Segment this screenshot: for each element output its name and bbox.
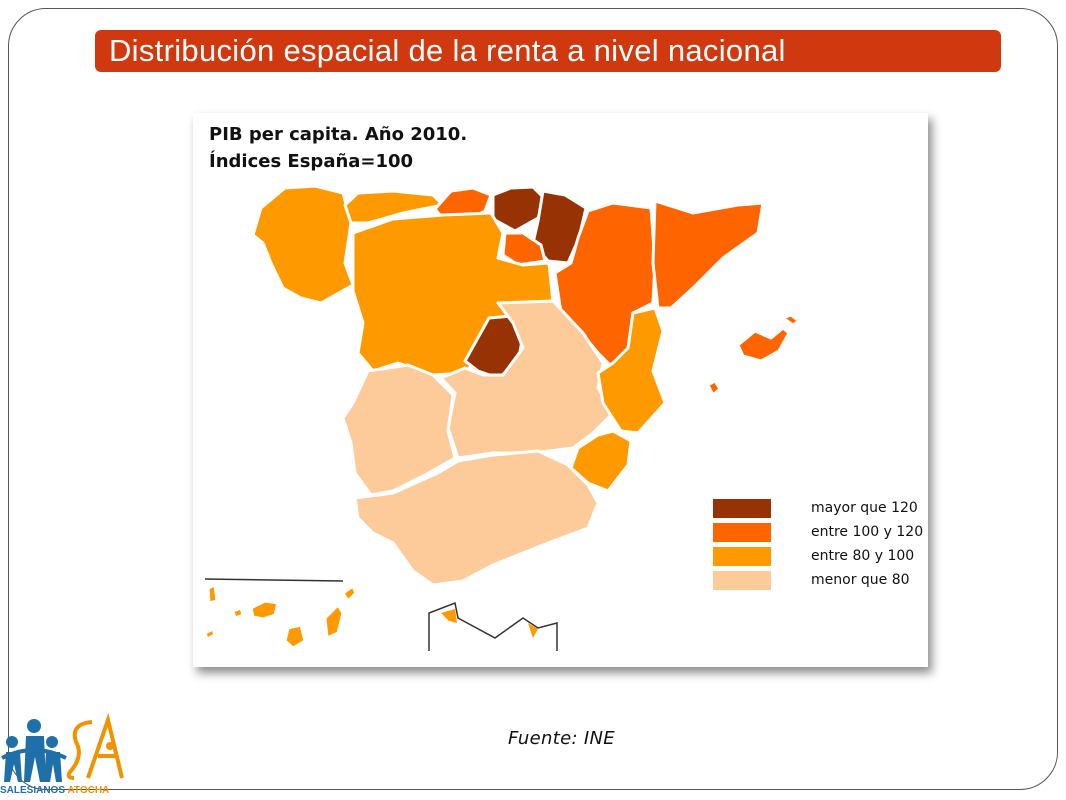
region-canarias-7 <box>231 606 245 620</box>
salesianos-logo <box>1 712 124 782</box>
spain-map <box>203 184 801 651</box>
region-canarias-6 <box>203 627 217 641</box>
logo-text-atocha: ATOCHA <box>67 785 110 796</box>
legend-label: menor que 80 <box>811 572 910 588</box>
region-la-rioja <box>501 231 547 267</box>
logo-text: SALESIANOS ATOCHA <box>0 785 109 796</box>
legend-swatch <box>713 499 771 518</box>
region-canarias-3 <box>283 623 307 650</box>
legend-item: entre 100 y 120 <box>713 522 923 546</box>
region-baleares-menorca <box>781 313 801 327</box>
logo-person-head <box>46 736 58 748</box>
region-baleares <box>736 326 791 363</box>
map-title-line1: PIB per capita. Año 2010. <box>209 124 468 145</box>
legend-swatch <box>713 547 771 566</box>
logo-person-head <box>6 736 18 748</box>
logo-letter-a <box>86 712 124 779</box>
legend-item: entre 80 y 100 <box>713 546 918 570</box>
map-legend: mayor que 120 entre 100 y 120 entre 80 y… <box>713 498 923 594</box>
region-extremadura <box>341 363 457 497</box>
source-caption: Fuente: INE <box>508 728 615 749</box>
region-melilla <box>528 623 538 638</box>
region-castilla-la-mancha <box>439 299 615 460</box>
legend-label: mayor que 120 <box>811 500 918 516</box>
legend-item: menor que 80 <box>713 570 918 594</box>
canarias-separator <box>204 578 344 582</box>
legend-label: entre 80 y 100 <box>811 548 915 564</box>
region-ceuta <box>441 609 457 623</box>
ceuta-melilla-inset <box>428 601 558 651</box>
region-navarra <box>531 189 588 265</box>
region-canarias-2 <box>249 599 280 621</box>
logo-letter-s <box>66 720 93 780</box>
logo-dot <box>106 742 114 750</box>
map-title-line2: Índices España=100 <box>209 151 414 172</box>
region-cataluna <box>651 199 765 310</box>
legend-label: entre 100 y 120 <box>811 524 924 540</box>
region-canarias-1 <box>206 583 219 605</box>
logo-person-body <box>4 752 22 782</box>
logo-text-salesianos: SALESIANOS <box>0 785 66 796</box>
region-galicia <box>251 184 355 305</box>
legend-swatch <box>713 523 771 542</box>
legend-item: mayor que 120 <box>713 498 918 522</box>
logo-person-body <box>44 752 62 782</box>
logo-arms <box>1 748 67 760</box>
legend-swatch <box>713 571 771 590</box>
region-andalucia <box>353 449 600 587</box>
logo-person-body <box>24 736 46 782</box>
region-canarias-5 <box>341 584 358 603</box>
map-card: PIB per capita. Año 2010. Índices España… <box>193 113 928 667</box>
region-canarias-4 <box>323 603 345 640</box>
title-bar: Distribución espacial de la renta a nive… <box>95 30 1001 72</box>
region-baleares-ibiza <box>706 379 722 397</box>
region-valencia <box>596 306 667 435</box>
slide-title: Distribución espacial de la renta a nive… <box>109 33 786 68</box>
map-title: PIB per capita. Año 2010. Índices España… <box>209 121 467 175</box>
logo-person-head <box>27 719 41 733</box>
